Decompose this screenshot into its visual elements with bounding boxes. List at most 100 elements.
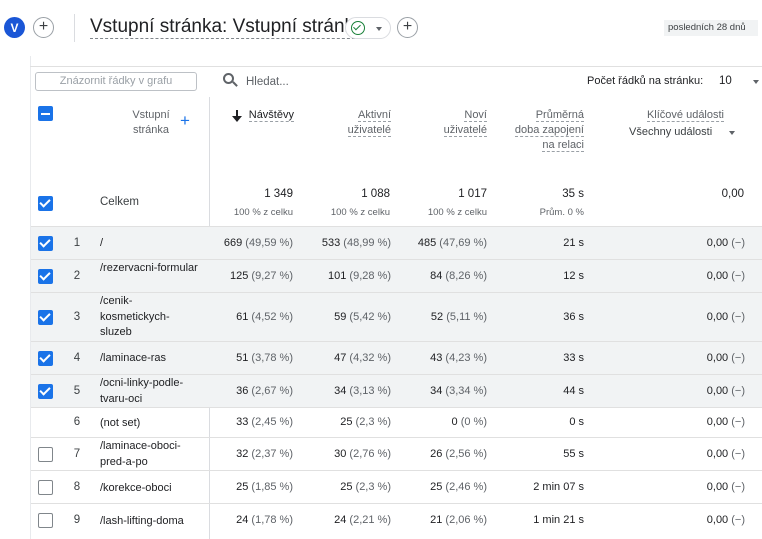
row-new: 0 (0 %) [451, 416, 487, 428]
row-new: 34 (3,34 %) [430, 385, 487, 397]
add-filter-button[interactable]: + [397, 17, 418, 38]
total-sessions-sub: 100 % z celku [233, 207, 293, 218]
table-row[interactable]: 5 /ocni-linky-podle-tvaru-oci 36 (2,67 %… [31, 374, 762, 407]
left-edge-line [30, 56, 31, 539]
report-header: V + Vstupní stránka: Vstupní stránka + p… [0, 0, 762, 56]
row-engagement: 12 s [563, 270, 584, 282]
row-active: 30 (2,76 %) [334, 448, 391, 460]
search-input[interactable] [246, 73, 446, 90]
total-active-sub: 100 % z celku [330, 207, 390, 218]
row-sessions: 36 (2,67 %) [236, 385, 293, 397]
chevron-down-icon[interactable] [729, 131, 735, 135]
row-new: 485 (47,69 %) [417, 237, 487, 249]
row-new: 52 (5,11 %) [430, 311, 487, 323]
search-icon [223, 73, 238, 88]
row-number: 2 [73, 270, 81, 282]
row-number: 5 [73, 385, 81, 397]
table-row[interactable]: 1 / 669 (49,59 %) 533 (48,99 %) 485 (47,… [31, 226, 762, 259]
segment-avatar[interactable]: V [4, 17, 25, 38]
row-active: 25 (2,3 %) [340, 481, 391, 493]
row-active: 101 (9,28 %) [328, 270, 391, 282]
row-number: 7 [73, 448, 81, 460]
row-page-path[interactable]: /rezervacni-formular [100, 262, 198, 274]
table-row[interactable]: 4 /laminace-ras 51 (3,78 %) 47 (4,32 %) … [31, 341, 762, 374]
row-page-path[interactable]: /ocni-linky-podle-tvaru-oci [100, 377, 184, 405]
rows-per-page-select[interactable]: 10 [719, 75, 732, 87]
row-number: 3 [73, 311, 81, 323]
total-sessions: 1 349 [264, 188, 293, 200]
col-header-sessions[interactable]: Návštěvy [248, 109, 294, 122]
row-checkbox[interactable] [38, 269, 53, 284]
row-key-events: 0,00 (−) [706, 514, 745, 526]
date-range-label[interactable]: posledních 28 dnů [664, 20, 758, 36]
row-sessions: 51 (3,78 %) [236, 352, 293, 364]
row-sessions: 61 (4,52 %) [236, 311, 293, 323]
table-row[interactable]: 8 /korekce-oboci 25 (1,85 %) 25 (2,3 %) … [31, 470, 762, 503]
total-new: 1 017 [458, 188, 487, 200]
row-page-path[interactable]: /korekce-oboci [100, 482, 172, 494]
row-sessions: 25 (1,85 %) [236, 481, 293, 493]
chevron-down-icon[interactable] [753, 80, 759, 84]
table-row[interactable]: 9 /lash-lifting-doma 24 (1,78 %) 24 (2,2… [31, 503, 762, 539]
add-dimension-button[interactable]: + [180, 111, 190, 130]
row-sessions: 669 (49,59 %) [223, 237, 293, 249]
totals-checkbox[interactable] [38, 196, 53, 211]
row-checkbox[interactable] [38, 447, 53, 462]
row-page-path[interactable]: /cenik-kosmetickych-sluzeb [100, 295, 170, 338]
row-page-path[interactable]: / [100, 237, 104, 249]
row-key-events: 0,00 (−) [706, 448, 745, 460]
row-checkbox[interactable] [38, 351, 53, 366]
report-title[interactable]: Vstupní stránka: Vstupní stránka [90, 16, 365, 39]
total-active: 1 088 [361, 188, 390, 200]
row-key-events: 0,00 (−) [706, 311, 745, 323]
row-new: 43 (4,23 %) [430, 352, 487, 364]
row-sessions: 125 (9,27 %) [230, 270, 293, 282]
plot-rows-button[interactable]: Znázornit řádky v grafu [35, 72, 197, 91]
row-page-path[interactable]: /lash-lifting-doma [100, 515, 184, 527]
col-header-engagement[interactable]: Průměrná doba zapojení na relaci [514, 109, 584, 152]
row-new: 84 (8,26 %) [430, 270, 487, 282]
totals-label: Celkem [100, 196, 139, 208]
row-number: 4 [73, 352, 81, 364]
row-sessions: 32 (2,37 %) [236, 448, 293, 460]
table-row[interactable]: 3 /cenik-kosmetickych-sluzeb 61 (4,52 %)… [31, 292, 762, 341]
status-dropdown[interactable] [345, 17, 391, 39]
table-row[interactable]: 7 /laminace-oboci-pred-a-po 32 (2,37 %) … [31, 437, 762, 470]
row-key-events: 0,00 (−) [706, 270, 745, 282]
select-all-checkbox[interactable] [38, 106, 53, 121]
add-comparison-button[interactable]: + [33, 17, 54, 38]
row-checkbox[interactable] [38, 384, 53, 399]
row-number: 6 [73, 416, 81, 428]
row-key-events: 0,00 (−) [706, 416, 745, 428]
key-events-dropdown[interactable]: Všechny události [629, 126, 713, 138]
row-sessions: 33 (2,45 %) [236, 416, 293, 428]
dimension-header[interactable]: Vstupní stránka [132, 109, 170, 136]
chevron-down-icon [376, 27, 382, 31]
row-page-path[interactable]: /laminace-ras [100, 352, 167, 364]
row-active: 25 (2,3 %) [340, 416, 391, 428]
row-number: 9 [73, 514, 81, 526]
row-checkbox[interactable] [38, 310, 53, 325]
sort-descending-icon [232, 110, 242, 123]
table-row[interactable]: 6 (not set) 33 (2,45 %) 25 (2,3 %) 0 (0 … [31, 407, 762, 437]
rows-per-page-label: Počet řádků na stránku: [587, 75, 704, 87]
row-checkbox[interactable] [38, 480, 53, 495]
col-header-new-users[interactable]: Noví uživatelé [443, 109, 487, 137]
row-page-path[interactable]: /laminace-oboci-pred-a-po [100, 440, 181, 468]
total-engagement: 35 s [562, 188, 584, 200]
col-header-active-users[interactable]: Aktivní uživatelé [347, 109, 391, 137]
row-engagement: 21 s [563, 237, 584, 249]
row-active: 533 (48,99 %) [321, 237, 391, 249]
row-new: 25 (2,46 %) [430, 481, 487, 493]
row-key-events: 0,00 (−) [706, 352, 745, 364]
row-checkbox[interactable] [38, 513, 53, 528]
row-checkbox[interactable] [38, 236, 53, 251]
table-row[interactable]: 2 /rezervacni-formular 125 (9,27 %) 101 … [31, 259, 762, 292]
row-page-path[interactable]: (not set) [100, 417, 141, 429]
row-new: 21 (2,06 %) [430, 514, 487, 526]
check-circle-icon [351, 21, 365, 35]
row-number: 1 [73, 237, 81, 249]
row-engagement: 44 s [563, 385, 584, 397]
col-header-key-events[interactable]: Klíčové události [646, 109, 724, 122]
row-engagement: 55 s [563, 448, 584, 460]
